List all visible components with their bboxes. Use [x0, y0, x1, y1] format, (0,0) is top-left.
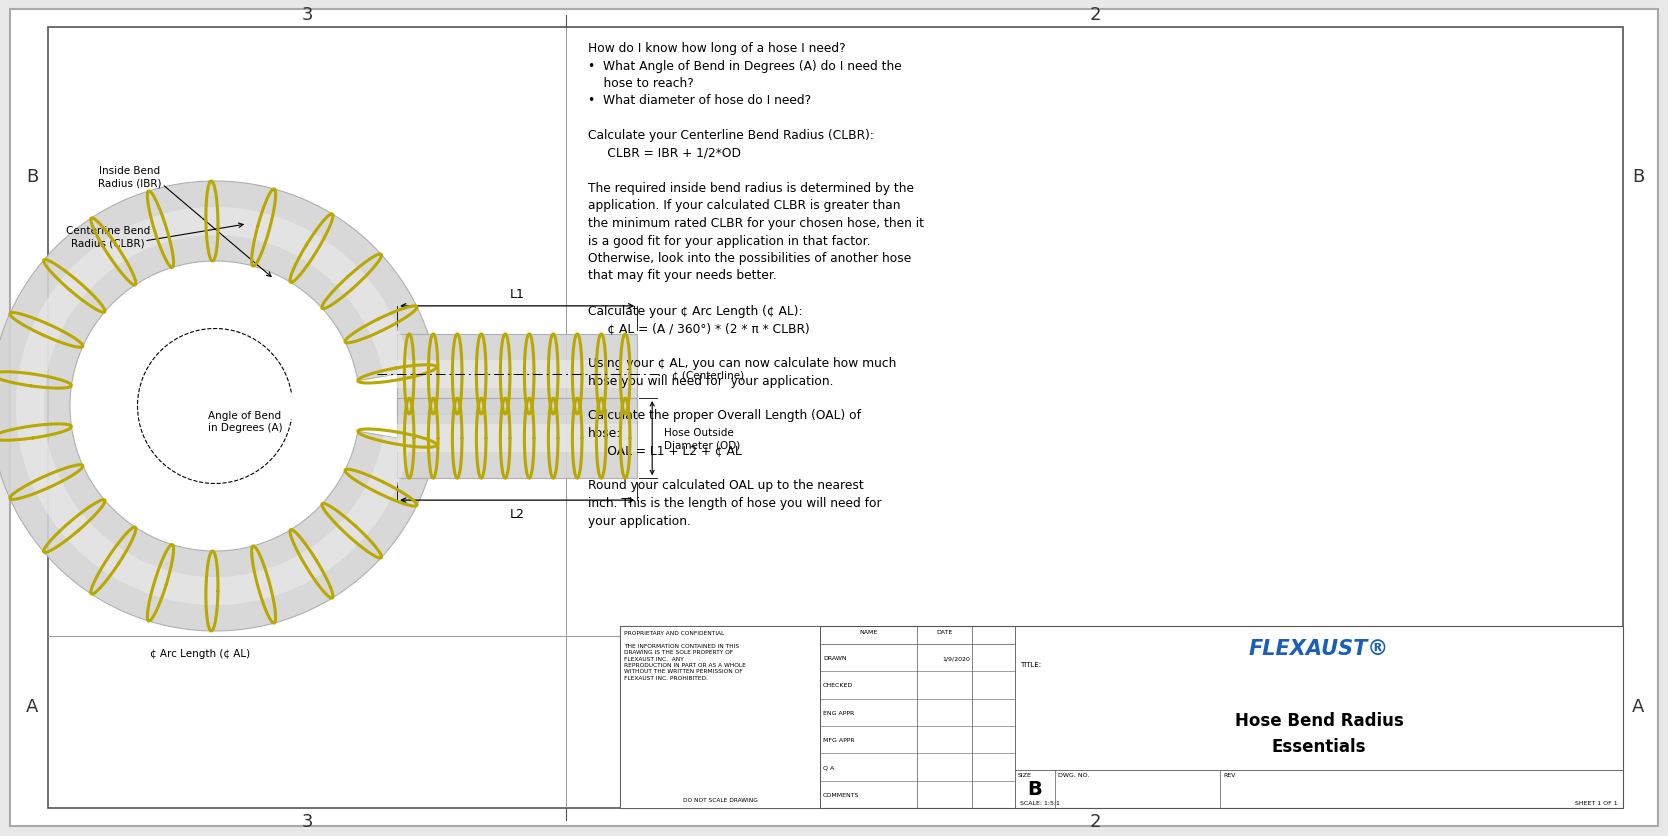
Text: The required inside bend radius is determined by the: The required inside bend radius is deter… [589, 181, 914, 195]
Text: CHECKED: CHECKED [822, 683, 854, 688]
Polygon shape [17, 208, 410, 605]
Text: hose you will need for  your application.: hose you will need for your application. [589, 374, 834, 387]
Text: hose:: hose: [589, 426, 620, 440]
Text: Q A: Q A [822, 765, 834, 770]
Text: L1: L1 [510, 288, 525, 300]
Text: L2: L2 [510, 507, 525, 521]
Text: ¢ (Centerline): ¢ (Centerline) [672, 370, 744, 380]
Text: MFG APPR: MFG APPR [822, 737, 854, 742]
Text: A: A [25, 697, 38, 715]
Polygon shape [0, 181, 437, 631]
Text: OAL = L1 + L2 + ¢ AL: OAL = L1 + L2 + ¢ AL [589, 444, 742, 457]
Text: Calculate your Centerline Bend Radius (CLBR):: Calculate your Centerline Bend Radius (C… [589, 130, 874, 142]
Text: TITLE:: TITLE: [1021, 661, 1041, 667]
Text: Using your ¢ AL, you can now calculate how much: Using your ¢ AL, you can now calculate h… [589, 357, 896, 370]
Text: •  What diameter of hose do I need?: • What diameter of hose do I need? [589, 94, 811, 107]
Text: PROPRIETARY AND CONFIDENTIAL

THE INFORMATION CONTAINED IN THIS
DRAWING IS THE S: PROPRIETARY AND CONFIDENTIAL THE INFORMA… [624, 630, 746, 680]
Text: How do I know how long of a hose I need?: How do I know how long of a hose I need? [589, 42, 846, 55]
Polygon shape [397, 425, 637, 452]
Polygon shape [397, 360, 637, 389]
Text: REV: REV [1223, 772, 1236, 777]
Text: 1/9/2020: 1/9/2020 [942, 655, 971, 660]
Text: is a good fit for your application in that factor.: is a good fit for your application in th… [589, 234, 871, 247]
Text: SHEET 1 OF 1: SHEET 1 OF 1 [1575, 800, 1618, 805]
Text: B: B [27, 168, 38, 186]
Text: Angle of Bend
in Degrees (A): Angle of Bend in Degrees (A) [208, 410, 282, 433]
Text: SIZE: SIZE [1017, 772, 1032, 777]
Text: that may fit your needs better.: that may fit your needs better. [589, 269, 777, 283]
Text: Centerline Bend
Radius (CLBR): Centerline Bend Radius (CLBR) [65, 226, 150, 248]
Text: DWG. NO.: DWG. NO. [1058, 772, 1089, 777]
Text: ¢ Arc Length (¢ AL): ¢ Arc Length (¢ AL) [150, 648, 250, 658]
Text: inch. This is the length of hose you will need for: inch. This is the length of hose you wil… [589, 497, 882, 509]
Text: Inside Bend
Radius (IBR): Inside Bend Radius (IBR) [98, 166, 162, 188]
Text: Round your calculated OAL up to the nearest: Round your calculated OAL up to the near… [589, 479, 864, 492]
Text: 3: 3 [302, 6, 314, 24]
Polygon shape [397, 334, 637, 415]
Text: Otherwise, look into the possibilities of another hose: Otherwise, look into the possibilities o… [589, 252, 911, 265]
Text: ENG APPR: ENG APPR [822, 710, 854, 715]
Text: hose to reach?: hose to reach? [589, 77, 694, 90]
Text: Hose Outside
Diameter (OD): Hose Outside Diameter (OD) [664, 427, 741, 450]
Text: COMMENTS: COMMENTS [822, 792, 859, 797]
Text: DO NOT SCALE DRAWING: DO NOT SCALE DRAWING [682, 797, 757, 802]
Text: NAME: NAME [859, 630, 877, 635]
Text: the minimum rated CLBR for your chosen hose, then it: the minimum rated CLBR for your chosen h… [589, 217, 924, 230]
Text: B: B [1631, 168, 1645, 186]
Text: 3: 3 [302, 812, 314, 830]
Bar [620, 626, 1623, 808]
Text: SCALE: 1:5:1: SCALE: 1:5:1 [1021, 800, 1059, 805]
Polygon shape [397, 399, 637, 478]
Text: DATE: DATE [937, 630, 952, 635]
Bar [620, 626, 821, 808]
Text: •  What Angle of Bend in Degrees (A) do I need the: • What Angle of Bend in Degrees (A) do I… [589, 59, 902, 73]
Text: your application.: your application. [589, 514, 691, 527]
Text: B: B [1027, 779, 1042, 798]
Text: CLBR = IBR + 1/2*OD: CLBR = IBR + 1/2*OD [589, 147, 741, 160]
Text: application. If your calculated CLBR is greater than: application. If your calculated CLBR is … [589, 199, 901, 212]
Text: Hose Bend Radius
Essentials: Hose Bend Radius Essentials [1234, 711, 1403, 755]
Text: DRAWN: DRAWN [822, 655, 847, 660]
Text: A: A [1631, 697, 1645, 715]
Text: Calculate your ¢ Arc Length (¢ AL):: Calculate your ¢ Arc Length (¢ AL): [589, 304, 802, 317]
Text: FLEXAUST®: FLEXAUST® [1249, 638, 1389, 658]
Text: ¢ AL = (A / 360°) * (2 * π * CLBR): ¢ AL = (A / 360°) * (2 * π * CLBR) [589, 322, 809, 334]
Text: 2: 2 [1089, 6, 1101, 24]
Text: Calculate the proper Overall Length (OAL) of: Calculate the proper Overall Length (OAL… [589, 409, 861, 422]
Text: 2: 2 [1089, 812, 1101, 830]
